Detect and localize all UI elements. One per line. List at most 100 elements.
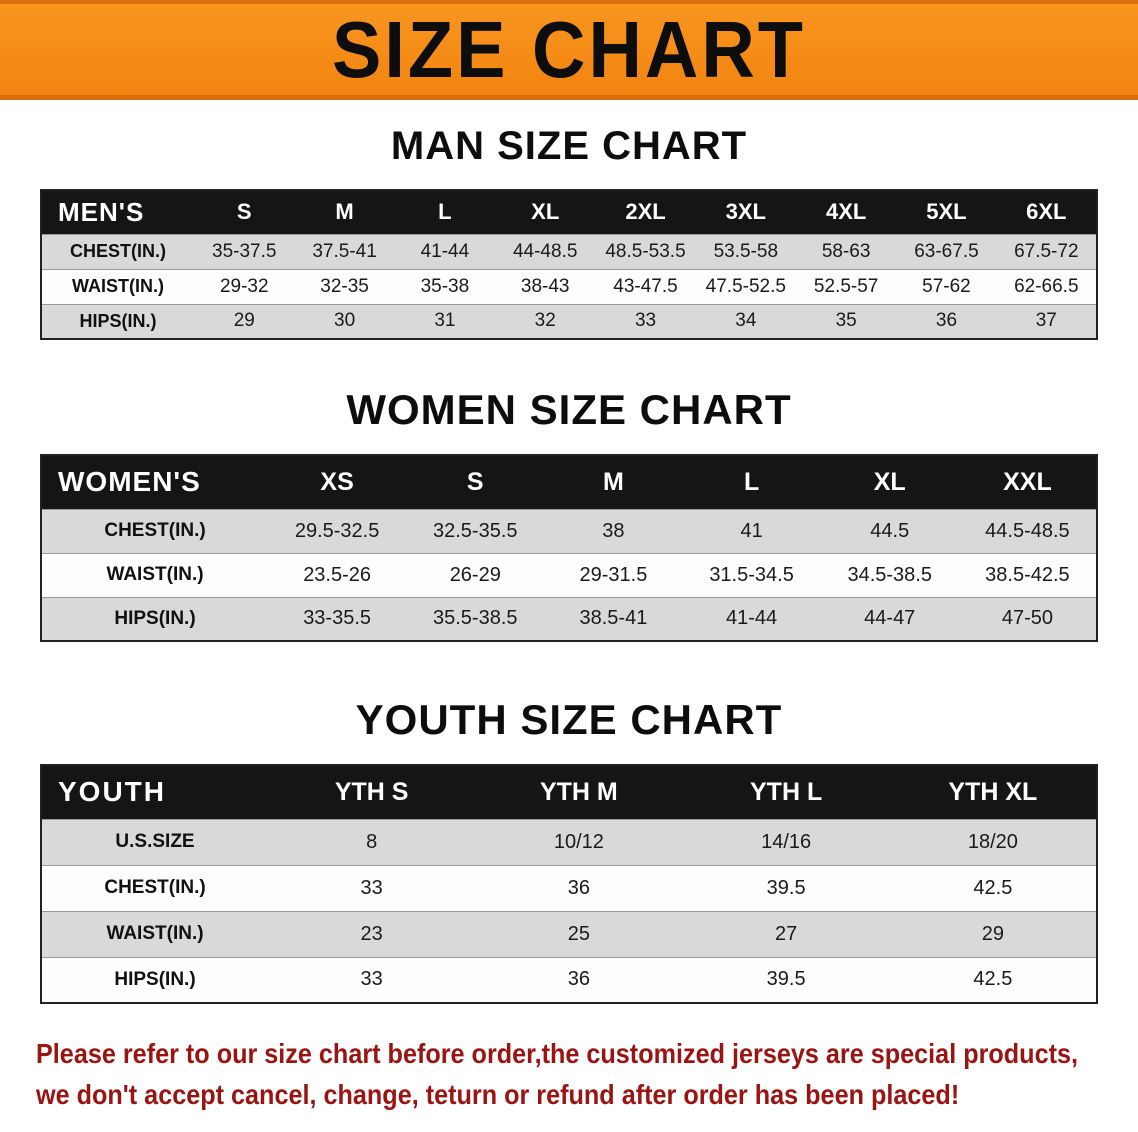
table-cell: 37	[1035, 310, 1057, 332]
footer-note-line-1: Please refer to our size chart before or…	[36, 1038, 1079, 1069]
table-cell: 30	[334, 310, 356, 332]
table-cell: 41-44	[726, 607, 778, 630]
table-cell: 33	[634, 310, 657, 332]
table-cell: 62-66.5	[1014, 275, 1079, 297]
row-label: WAIST(IN.)	[72, 276, 165, 296]
banner: SIZE CHART	[0, 0, 1138, 100]
men-section-title: MAN SIZE CHART	[390, 124, 748, 168]
men-size-header: 4XL	[825, 199, 867, 225]
table-cell: 33-35.5	[303, 607, 372, 630]
youth-section-title: YOUTH SIZE CHART	[355, 696, 783, 743]
youth-header-row: YOUTH YTH S YTH M YTH L YTH XL	[41, 765, 1097, 819]
row-label: CHEST(IN.)	[104, 520, 206, 541]
men-chest-row: CHEST(IN.) 35-37.5 37.5-41 41-44 44-48.5…	[41, 234, 1097, 269]
table-cell: 44-48.5	[512, 240, 578, 262]
women-waist-row: WAIST(IN.) 23.5-26 26-29 29-31.5 31.5-34…	[41, 553, 1097, 597]
table-cell: 67.5-72	[1014, 240, 1079, 262]
table-cell: 8	[366, 830, 378, 853]
table-cell: 44.5-48.5	[985, 519, 1070, 542]
table-cell: 32.5-35.5	[433, 519, 518, 542]
table-cell: 27	[774, 922, 798, 945]
table-cell: 29-31.5	[579, 563, 648, 586]
youth-size-header: YTH XL	[948, 777, 1038, 806]
youth-section: YOUTH SIZE CHART YOUTH YTH S YTH M YTH L…	[0, 696, 1138, 1004]
table-cell: 29.5-32.5	[294, 519, 380, 542]
women-size-header: XS	[320, 467, 354, 496]
women-header-row: WOMEN'S XS S M L XL XXL	[41, 455, 1097, 509]
table-cell: 42.5	[973, 968, 1013, 991]
table-cell: 31.5-34.5	[709, 563, 794, 586]
table-cell: 33	[360, 968, 383, 991]
table-cell: 34.5-38.5	[847, 563, 932, 586]
table-cell: 37.5-41	[312, 240, 377, 262]
table-cell: 36	[567, 876, 590, 899]
table-cell: 31	[434, 310, 456, 332]
youth-chest-row: CHEST(IN.) 33 36 39.5 42.5	[41, 865, 1097, 911]
men-header-row: MEN'S S M L XL 2XL 3XL 4XL 5XL 6XL	[41, 190, 1097, 234]
youth-size-header: YTH L	[750, 777, 823, 806]
table-cell: 44-47	[864, 607, 916, 630]
youth-table-label: YOUTH	[58, 776, 166, 808]
table-cell: 34	[735, 310, 757, 332]
table-cell: 23.5-26	[303, 563, 372, 586]
row-label: CHEST(IN.)	[70, 241, 167, 261]
table-cell: 52.5-57	[813, 275, 879, 297]
table-cell: 47-50	[1001, 607, 1053, 630]
table-cell: 36	[567, 968, 590, 991]
women-section: WOMEN SIZE CHART WOMEN'S XS S M L XL XXL…	[0, 386, 1138, 642]
women-chest-row: CHEST(IN.) 29.5-32.5 32.5-35.5 38 41 44.…	[41, 509, 1097, 553]
row-label: HIPS(IN.)	[79, 310, 157, 331]
table-cell: 42.5	[973, 876, 1013, 899]
table-cell: 18/20	[967, 830, 1018, 853]
row-label: CHEST(IN.)	[104, 877, 206, 898]
table-cell: 23	[360, 922, 383, 945]
table-cell: 32-35	[320, 275, 369, 297]
youth-hips-row: HIPS(IN.) 33 36 39.5 42.5	[41, 957, 1097, 1003]
table-cell: 41	[740, 519, 763, 542]
youth-size-table: YOUTH YTH S YTH M YTH L YTH XL U.S.SIZE …	[40, 764, 1098, 1004]
table-cell: 53.5-58	[713, 240, 779, 262]
youth-waist-row: WAIST(IN.) 23 25 27 29	[41, 911, 1097, 957]
men-size-header: 6XL	[1026, 199, 1067, 225]
table-cell: 35.5-38.5	[433, 607, 518, 630]
men-section: MAN SIZE CHART MEN'S S M L XL 2XL 3XL 4X…	[0, 124, 1138, 340]
row-label: HIPS(IN.)	[114, 607, 196, 629]
men-hips-row: HIPS(IN.) 29 30 31 32 33 34 35 36 37	[41, 304, 1097, 339]
row-label: HIPS(IN.)	[114, 968, 196, 990]
table-cell: 35-37.5	[212, 240, 277, 262]
table-cell: 38	[602, 519, 625, 542]
men-waist-row: WAIST(IN.) 29-32 32-35 35-38 38-43 43-47…	[41, 269, 1097, 304]
table-cell: 14/16	[761, 830, 812, 853]
row-label: WAIST(IN.)	[106, 923, 204, 944]
men-size-header: M	[335, 199, 354, 225]
table-cell: 29	[233, 310, 255, 332]
table-cell: 57-62	[922, 275, 971, 297]
table-cell: 58-63	[821, 240, 871, 262]
men-size-header: 5XL	[926, 199, 967, 225]
youth-size-header: YTH M	[539, 777, 618, 806]
table-cell: 43-47.5	[613, 275, 678, 297]
table-cell: 35-38	[420, 275, 470, 297]
table-cell: 26-29	[449, 563, 501, 586]
footer-note-line-2: we don't accept cancel, change, teturn o…	[36, 1078, 960, 1110]
women-size-header: S	[466, 467, 484, 496]
men-size-table: MEN'S S M L XL 2XL 3XL 4XL 5XL 6XL CHEST…	[40, 189, 1098, 340]
men-size-header: S	[236, 199, 252, 225]
youth-ussize-row: U.S.SIZE 8 10/12 14/16 18/20	[41, 819, 1097, 865]
men-size-header: 3XL	[725, 199, 766, 225]
table-cell: 39.5	[766, 876, 806, 899]
table-cell: 29-32	[219, 275, 269, 297]
women-size-header: L	[743, 467, 760, 496]
table-cell: 44.5	[870, 519, 910, 542]
table-cell: 48.5-53.5	[605, 240, 686, 262]
table-cell: 63-67.5	[914, 240, 979, 262]
men-size-header: 2XL	[625, 199, 666, 225]
women-size-header: XL	[873, 467, 906, 496]
row-label: U.S.SIZE	[115, 831, 195, 852]
row-label: WAIST(IN.)	[106, 564, 204, 585]
table-cell: 32	[534, 310, 556, 332]
men-size-header: L	[438, 199, 452, 225]
table-cell: 38.5-41	[579, 607, 648, 630]
table-cell: 38-43	[520, 275, 570, 297]
